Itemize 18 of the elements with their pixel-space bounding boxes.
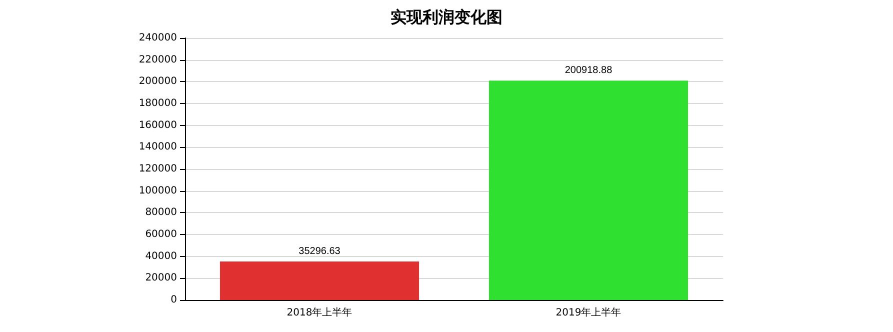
- y-tick-label: 80000: [145, 207, 177, 218]
- y-tick-label: 40000: [145, 250, 177, 262]
- y-tick-label: 240000: [138, 32, 177, 44]
- x-tick-label: 2019年上半年: [556, 306, 622, 318]
- y-tick-label: 220000: [138, 54, 177, 66]
- y-tick-label: 60000: [145, 229, 177, 240]
- y-tick-label: 120000: [138, 164, 177, 174]
- y-tick-label: 180000: [138, 98, 177, 109]
- x-tick-label: 2018年上半年: [286, 306, 352, 318]
- y-tick-label: 20000: [145, 272, 177, 284]
- y-tick-label: 100000: [138, 185, 177, 196]
- chart-title: 实现利润变化图: [390, 8, 502, 26]
- y-tick-label: 160000: [138, 120, 177, 131]
- y-tick-label: 140000: [138, 142, 177, 153]
- data-label: 35296.63: [298, 246, 341, 257]
- y-tick-label: 0: [170, 294, 177, 306]
- data-label: 200918.88: [564, 65, 613, 76]
- y-tick-label: 200000: [138, 76, 177, 88]
